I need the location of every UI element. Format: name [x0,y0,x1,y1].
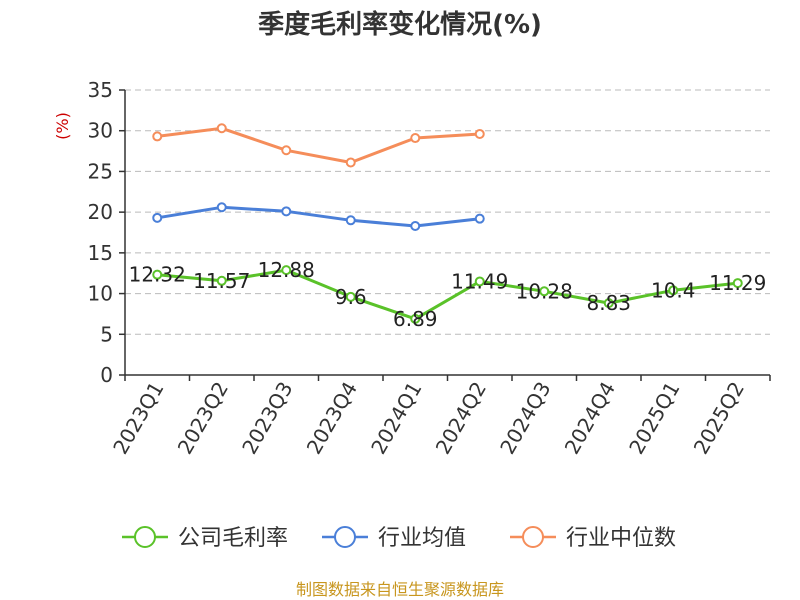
data-label-2023Q4: 9.6 [335,285,367,309]
chart-title: 季度毛利率变化情况(%) [258,9,542,40]
y-tick-label-20: 20 [88,200,113,224]
data-label-2024Q2: 11.49 [451,269,508,293]
data-label-2024Q1: 6.89 [393,307,438,331]
data-point-s1-2024Q4 [603,298,614,309]
legend-label-2: 行业均值 [378,526,466,551]
data-point-s3-2023Q1 [152,131,163,142]
x-tick-label-2024Q1: 2024Q1 [366,378,426,459]
data-point-s1-2024Q1 [410,313,421,324]
data-label-2025Q2: 11.29 [709,271,766,295]
data-point-s1-2023Q1 [152,269,163,280]
data-point-s1-2024Q3 [539,286,550,297]
data-point-s2-2023Q2 [216,202,227,213]
data-point-s3-2023Q2 [216,123,227,134]
x-tick-label-2023Q1: 2023Q1 [108,378,168,459]
data-label-2023Q1: 12.32 [129,263,186,287]
data-point-s2-2023Q3 [281,206,292,217]
data-point-s3-2023Q3 [281,145,292,156]
y-tick-label-15: 15 [88,241,113,265]
y-tick-label-0: 0 [100,363,113,387]
data-label-2024Q3: 10.28 [516,279,573,303]
series-line-1 [157,268,738,321]
data-label-2023Q2: 11.57 [193,269,250,293]
data-point-s2-2023Q4 [345,215,356,226]
data-point-s1-2025Q2 [732,278,743,289]
grid-lines [125,89,770,335]
data-point-s3-2024Q2 [474,128,485,139]
y-tick-label-25: 25 [88,159,113,183]
data-label-2024Q4: 8.83 [586,291,631,315]
legend-item-1[interactable]: 公司毛利率 [122,526,288,551]
legend-item-3[interactable]: 行业中位数 [510,526,676,551]
y-axis-label: (%) [53,112,72,140]
x-tick-label-2023Q4: 2023Q4 [302,378,362,459]
legend[interactable]: 公司毛利率 行业均值 行业中位数 [122,526,676,551]
y-tick-label-30: 30 [88,119,113,143]
source-note: 制图数据来自恒生聚源数据库 [296,580,504,599]
data-point-s3-2023Q4 [345,157,356,168]
legend-marker-3 [522,526,544,548]
data-point-s2-2024Q2 [474,213,485,224]
data-point-s3-2024Q1 [410,133,421,144]
data-label-2025Q1: 10.4 [651,278,696,302]
x-tick-label-2024Q2: 2024Q2 [431,378,491,459]
data-point-s1-2023Q4 [345,291,356,302]
y-tick-label-35: 35 [88,78,113,102]
legend-marker-1 [134,526,156,548]
data-point-s1-2025Q1 [668,285,679,296]
x-tick-label-2024Q3: 2024Q3 [495,378,555,459]
series-lines [152,123,743,324]
legend-label-1: 公司毛利率 [178,526,288,551]
x-tick-label-2023Q3: 2023Q3 [237,378,297,459]
data-point-s2-2023Q1 [152,212,163,223]
data-point-s1-2024Q2 [474,276,485,287]
data-point-s1-2023Q2 [216,275,227,286]
legend-label-3: 行业中位数 [566,526,676,551]
data-label-2023Q3: 12.88 [258,258,315,282]
data-point-s1-2023Q3 [281,265,292,276]
y-tick-label-10: 10 [88,282,113,306]
x-tick-label-2024Q4: 2024Q4 [560,378,620,459]
series-line-2 [157,205,480,228]
legend-marker-2 [334,526,356,548]
series-line-3 [157,126,480,164]
legend-item-2[interactable]: 行业均值 [322,526,466,551]
data-point-s2-2024Q1 [410,220,421,231]
y-tick-label-5: 5 [100,322,113,346]
data-labels: 12.32 11.57 12.88 9.6 6.89 11.49 10.28 8.83 10.4… [129,258,767,331]
x-tick-label-2025Q2: 2025Q2 [689,378,749,459]
x-tick-label-2023Q2: 2023Q2 [173,378,233,459]
x-tick-label-2025Q1: 2025Q1 [624,378,684,459]
